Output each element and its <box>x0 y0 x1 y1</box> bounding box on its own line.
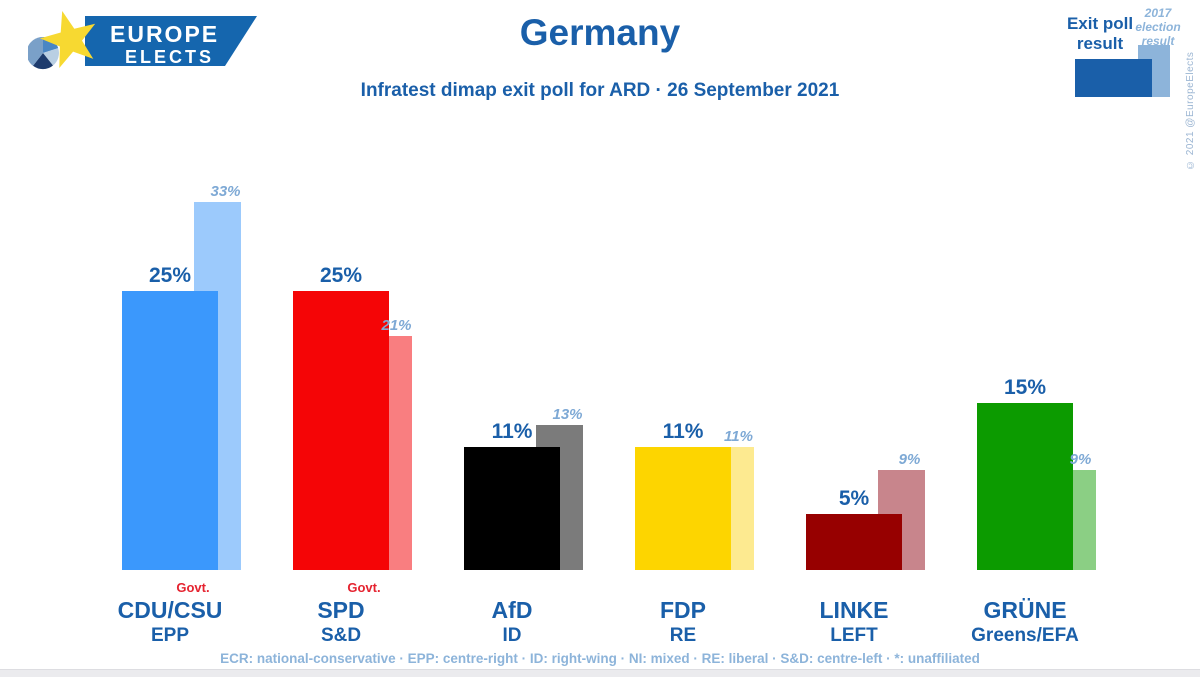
party-name-fdp: FDP <box>660 597 706 623</box>
value-label-2017-spd: 21% <box>381 317 412 334</box>
value-label-exit-poll-fdp: 11% <box>662 420 704 443</box>
logo-text-elects: ELECTS <box>125 47 214 67</box>
logo-pie-icon <box>28 36 59 70</box>
govt-label-cdu-csu: Govt. <box>176 580 210 595</box>
party-group-fdp: RE <box>669 625 697 646</box>
group-abbreviation-key: ECR: national-conservative · EPP: centre… <box>220 651 980 666</box>
party-group-gr-ne: Greens/EFA <box>971 625 1079 646</box>
value-label-exit-poll-gr-ne: 15% <box>1003 376 1047 399</box>
value-label-2017-cdu-csu: 33% <box>210 183 241 200</box>
party-name-linke: LINKE <box>819 597 889 623</box>
page-title: Germany <box>519 12 681 53</box>
govt-label-spd: Govt. <box>347 580 381 595</box>
party-group-linke: LEFT <box>830 625 878 646</box>
value-label-2017-gr-ne: 9% <box>1069 451 1092 468</box>
legend-exit-poll-swatch <box>1075 59 1152 97</box>
value-label-2017-afd: 13% <box>552 406 583 423</box>
bar-exit-poll-spd <box>293 291 389 570</box>
party-group-spd: S&D <box>320 625 362 646</box>
party-name-cdu-csu: CDU/CSU <box>117 597 223 623</box>
legend-2017-label: 2017 election result <box>1135 6 1181 48</box>
bar-exit-poll-linke <box>806 514 902 570</box>
value-label-exit-poll-spd: 25% <box>319 264 363 287</box>
value-label-2017-fdp: 11% <box>724 428 753 445</box>
legend-exit-poll-label: Exit poll result <box>1066 14 1134 53</box>
value-label-exit-poll-afd: 11% <box>491 420 533 443</box>
logo-star-icon <box>40 11 96 68</box>
party-group-cdu-csu: EPP <box>150 625 190 646</box>
page-subtitle: Infratest dimap exit poll for ARD · 26 S… <box>360 80 840 101</box>
europe-elects-logo: EUROPE ELECTS <box>28 11 257 70</box>
logo-banner <box>85 16 257 66</box>
window-bottom-strip <box>0 669 1200 677</box>
bar-exit-poll-cdu-csu <box>122 291 218 570</box>
party-group-afd: ID <box>502 625 522 646</box>
party-name-afd: AfD <box>491 597 533 623</box>
bar-exit-poll-gr-ne <box>977 403 1073 570</box>
party-name-spd: SPD <box>317 597 365 623</box>
logo-text-europe: EUROPE <box>110 21 219 47</box>
value-label-2017-linke: 9% <box>898 451 921 468</box>
value-label-exit-poll-linke: 5% <box>838 487 870 510</box>
value-label-exit-poll-cdu-csu: 25% <box>148 264 192 287</box>
party-name-gr-ne: GRÜNE <box>983 597 1067 623</box>
bar-exit-poll-afd <box>464 447 560 570</box>
bar-exit-poll-fdp <box>635 447 731 570</box>
